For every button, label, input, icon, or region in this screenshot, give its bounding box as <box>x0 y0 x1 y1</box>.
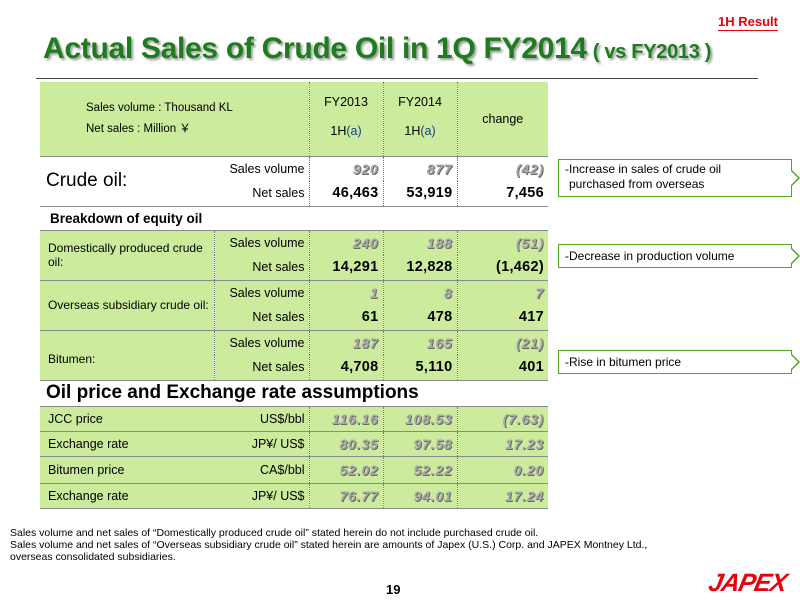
title-subtitle: ( vs FY2013 ) <box>592 41 712 63</box>
bitumen-sales-row: Net sales 4,708 5,110 401 <box>40 355 549 380</box>
value-fy2013: 1 <box>308 280 384 305</box>
callout-crude: -Increase in sales of crude oil purchase… <box>558 159 800 197</box>
assumption-label: Exchange rate <box>48 488 129 503</box>
col-fy2013-year: FY2013 <box>324 95 368 109</box>
bitumen-volume-row: Bitumen: Sales volume 187 165 (21) <box>40 330 549 381</box>
footnote-line-3: overseas consolidated subsidiaries. <box>10 551 176 563</box>
units-line-2: Net sales : Million ￥ <box>86 122 191 135</box>
breakdown-title: Breakdown of equity oil <box>50 210 203 226</box>
col-fy2014-period: 1H(a) <box>404 124 436 138</box>
value-change: 7 <box>456 280 549 305</box>
assumption-label: JCC price <box>48 411 103 426</box>
footnotes: Sales volume and net sales of “Domestica… <box>10 527 647 563</box>
metric-label: Net sales <box>213 355 310 380</box>
callout-crude-line-2: purchased from overseas <box>569 177 705 191</box>
assumption-unit: CA$/bbl <box>260 462 305 477</box>
footnote-line-1: Sales volume and net sales of “Domestica… <box>10 527 539 539</box>
domestic-volume-row: Domestically produced crude oil: Sales v… <box>40 230 549 281</box>
metric-label: Sales volume <box>213 280 310 305</box>
callout-crude-line-1: -Increase in sales of crude oil <box>565 162 722 176</box>
value-fy2014: 94.01 <box>382 483 458 508</box>
bitumen-label: Bitumen: <box>40 330 214 381</box>
value-fy2014: 5,110 <box>382 355 458 380</box>
assumption-unit: JP¥/ US$ <box>251 488 305 503</box>
value-change: 417 <box>456 305 549 330</box>
header-row: Sales volume : Thousand KL Net sales : M… <box>40 82 549 156</box>
value-change: (42) <box>456 156 549 181</box>
value-change: 0.20 <box>456 456 549 483</box>
title-main: Actual Sales of Crude Oil in 1Q FY2014 <box>43 32 587 65</box>
col-fy2014-year: FY2014 <box>398 95 442 109</box>
units-note: Sales volume : Thousand KL Net sales : M… <box>40 82 309 156</box>
metric-label: Sales volume <box>213 230 310 255</box>
value-fy2013: 116.16 <box>308 406 384 431</box>
overseas-label: Overseas subsidiary crude oil: <box>40 280 214 331</box>
value-fy2013: 46,463 <box>308 181 384 206</box>
overseas-volume-row: Overseas subsidiary crude oil: Sales vol… <box>40 280 549 331</box>
assumption-label: Bitumen price <box>48 462 125 477</box>
value-fy2013: 76.77 <box>308 483 384 508</box>
callout-bitumen: -Rise in bitumen price <box>558 350 800 374</box>
value-change: 401 <box>456 355 549 380</box>
assumption-row: JCC price US$/bbl 116.16 108.53 (7.63) <box>40 406 549 431</box>
value-fy2014: 877 <box>382 156 458 181</box>
metric-label: Net sales <box>252 186 305 201</box>
col-fy2014-header: FY2014 1H(a) <box>382 82 458 156</box>
metric-label: Net sales <box>213 255 310 280</box>
assumptions-title: Oil price and Exchange rate assumptions <box>40 380 549 407</box>
crude-volume-row: Crude oil: Sales volume 920 877 (42) <box>40 156 549 207</box>
value-change: (7.63) <box>456 406 549 431</box>
value-fy2014: 12,828 <box>382 255 458 280</box>
assumption-row: Exchange rate JP¥/ US$ 80.35 97.58 17.23 <box>40 431 549 456</box>
value-change: 17.23 <box>456 431 549 456</box>
section-tag: 1H Result <box>718 14 778 31</box>
value-fy2013: 61 <box>308 305 384 330</box>
value-change: (21) <box>456 330 549 355</box>
crude-oil-label: Crude oil: <box>40 156 214 207</box>
page-number: 19 <box>386 582 401 597</box>
metric-label: Sales volume <box>213 330 310 355</box>
value-fy2014: 165 <box>382 330 458 355</box>
metric-label: Sales volume <box>229 161 305 176</box>
assumption-label: Exchange rate <box>48 436 129 451</box>
value-change: 7,456 <box>456 181 549 206</box>
value-fy2014: 53,919 <box>382 181 458 206</box>
col-change-header: change <box>456 82 549 156</box>
value-fy2013: 14,291 <box>308 255 384 280</box>
col-fy2013-period: 1H(a) <box>330 124 362 138</box>
japex-logo: JAPEX <box>706 569 790 597</box>
value-fy2014: 52.22 <box>382 456 458 483</box>
units-line-1: Sales volume : Thousand KL <box>86 101 233 114</box>
value-fy2013: 4,708 <box>308 355 384 380</box>
assumption-unit: JP¥/ US$ <box>251 436 305 451</box>
value-fy2014: 8 <box>382 280 458 305</box>
title-divider <box>36 78 758 79</box>
value-fy2013: 187 <box>308 330 384 355</box>
footnote-line-2: Sales volume and net sales of “Overseas … <box>10 539 648 551</box>
domestic-label: Domestically produced crude oil: <box>40 230 214 281</box>
value-change: 17.24 <box>456 483 549 508</box>
value-fy2014: 188 <box>382 230 458 255</box>
callout-domestic: -Decrease in production volume <box>558 244 800 268</box>
value-fy2013: 80.35 <box>308 431 384 456</box>
metric-label: Net sales <box>213 305 310 330</box>
value-change: (1,462) <box>456 255 549 280</box>
value-fy2014: 108.53 <box>382 406 458 431</box>
value-fy2014: 478 <box>382 305 458 330</box>
assumption-row: Bitumen price CA$/bbl 52.02 52.22 0.20 <box>40 456 549 483</box>
value-fy2013: 920 <box>308 156 384 181</box>
assumption-row: Exchange rate JP¥/ US$ 76.77 94.01 17.24 <box>40 483 549 508</box>
value-fy2014: 97.58 <box>382 431 458 456</box>
value-fy2013: 52.02 <box>308 456 384 483</box>
value-fy2013: 240 <box>308 230 384 255</box>
value-change: (51) <box>456 230 549 255</box>
assumptions-header-row: Oil price and Exchange rate assumptions <box>40 380 549 407</box>
sales-table: Sales volume : Thousand KL Net sales : M… <box>40 82 549 509</box>
assumption-unit: US$/bbl <box>260 411 305 426</box>
breakdown-header-row: Breakdown of equity oil <box>40 206 549 230</box>
col-fy2013-header: FY2013 1H(a) <box>308 82 384 156</box>
page-title: Actual Sales of Crude Oil in 1Q FY2014( … <box>43 32 711 66</box>
